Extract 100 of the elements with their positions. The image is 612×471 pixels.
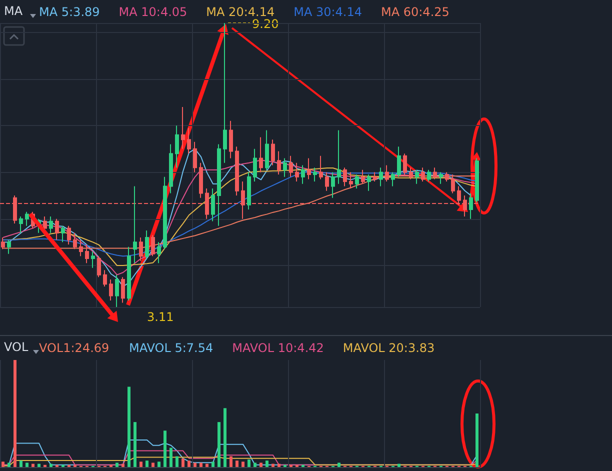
- bar: [38, 464, 40, 467]
- candlestick: [91, 251, 95, 268]
- text: MA 30:4.14: [294, 5, 362, 19]
- bar: [8, 462, 10, 467]
- bar: [230, 456, 232, 467]
- bar: [152, 462, 154, 467]
- bar: [26, 462, 28, 467]
- bar: [32, 464, 34, 467]
- candlestick: [211, 188, 215, 222]
- candlestick: [379, 167, 383, 187]
- candlestick: [397, 146, 401, 178]
- candlestick: [427, 169, 431, 182]
- text: VOL: [4, 340, 28, 354]
- text: MAVOL 10:4.42: [232, 341, 324, 355]
- bar: [116, 462, 118, 467]
- candlestick: [1, 237, 5, 250]
- bar: [14, 360, 16, 467]
- bar: [254, 462, 256, 467]
- bar: [476, 414, 478, 467]
- candlestick: [289, 155, 293, 178]
- candlestick: [121, 276, 125, 304]
- candlestick: [229, 120, 233, 159]
- candlestick: [445, 172, 449, 182]
- bar: [218, 422, 220, 467]
- candlestick: [247, 172, 251, 210]
- text: MA 5:3.89: [39, 5, 100, 19]
- series-label: VOL1:24.69: [39, 341, 110, 355]
- candlestick: [439, 172, 443, 184]
- candlestick: [325, 172, 329, 192]
- candlestick: [85, 244, 89, 264]
- bar: [146, 460, 148, 467]
- candlestick: [265, 130, 269, 170]
- candlestick: [169, 144, 173, 194]
- candlestick: [403, 153, 407, 176]
- bar: [158, 462, 160, 467]
- candlestick: [283, 158, 287, 178]
- candlestick: [361, 169, 365, 184]
- candlestick: [391, 172, 395, 187]
- candlestick: [217, 144, 221, 226]
- candlestick: [181, 106, 185, 150]
- candlestick: [313, 167, 317, 182]
- candlestick: [235, 146, 239, 196]
- text: MA 10:4.05: [118, 5, 188, 19]
- candlestick: [25, 211, 29, 226]
- bar: [20, 460, 22, 467]
- candlestick: [139, 237, 143, 262]
- candlestick: [301, 164, 305, 184]
- candlestick: [19, 216, 23, 234]
- candlestick: [157, 242, 161, 264]
- candlestick: [199, 162, 203, 198]
- bar: [266, 460, 268, 467]
- candlestick: [103, 270, 107, 287]
- text: MA 20:4.14: [206, 5, 275, 19]
- candlestick: [55, 218, 59, 240]
- bar: [206, 464, 208, 467]
- bar: [278, 464, 280, 467]
- candlestick: [337, 130, 341, 184]
- candlestick: [187, 127, 191, 154]
- candlestick: [109, 278, 113, 301]
- bar: [212, 462, 214, 467]
- candlestick: [223, 22, 227, 164]
- candlestick: [451, 174, 455, 194]
- candlestick: [115, 274, 119, 308]
- candlestick: [43, 216, 47, 232]
- candlestick: [193, 141, 197, 173]
- candlestick: [253, 148, 257, 182]
- candlestick: [433, 167, 437, 180]
- bar: [200, 462, 202, 467]
- bar: [128, 386, 130, 467]
- candlestick: [163, 176, 167, 250]
- bar: [398, 464, 400, 467]
- candlestick: [259, 136, 263, 173]
- candlestick: [415, 169, 419, 184]
- candlestick: [295, 162, 299, 182]
- candlestick: [271, 139, 275, 166]
- bar: [188, 460, 190, 467]
- bar: [170, 448, 172, 467]
- bar: [224, 408, 226, 467]
- text: 3.11: [147, 310, 174, 324]
- bar: [122, 464, 124, 467]
- candlestick: [97, 256, 101, 278]
- candlestick: [409, 167, 413, 180]
- candlestick: [133, 186, 137, 264]
- bar: [248, 460, 250, 467]
- bar: [176, 456, 178, 467]
- candlestick: [349, 172, 353, 190]
- candlestick: [319, 155, 323, 180]
- candlestick: [79, 239, 83, 257]
- bar: [260, 462, 262, 467]
- candlestick: [127, 246, 131, 301]
- candlestick: [331, 172, 335, 198]
- bar: [50, 464, 52, 467]
- bar: [194, 462, 196, 467]
- candlestick: [73, 232, 77, 250]
- candlestick: [151, 234, 155, 257]
- candlestick: [61, 225, 65, 243]
- text: MA 60:4.25: [381, 5, 450, 19]
- bar: [338, 462, 340, 467]
- bar: [2, 462, 4, 467]
- candlestick: [145, 230, 149, 259]
